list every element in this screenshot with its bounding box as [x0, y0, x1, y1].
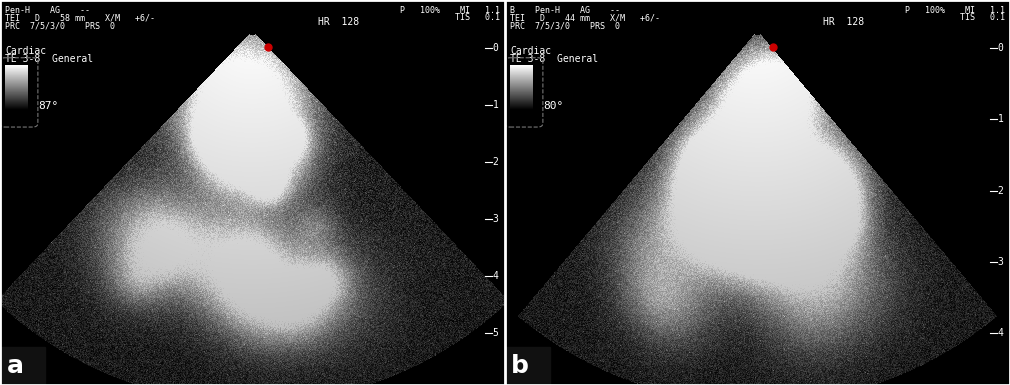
Text: 0: 0 — [493, 43, 498, 53]
Text: 1: 1 — [998, 114, 1003, 124]
Text: 0: 0 — [998, 43, 1003, 53]
Text: Pen-H    AG    --: Pen-H AG -- — [5, 6, 90, 15]
Text: TEI   D    58 mm    X/M   +6/-: TEI D 58 mm X/M +6/- — [5, 13, 156, 22]
Text: 3: 3 — [998, 257, 1003, 267]
Text: 2: 2 — [998, 186, 1003, 196]
Text: b: b — [511, 354, 529, 378]
Text: HR  128: HR 128 — [318, 17, 360, 27]
Text: P   100%    MI   1.1: P 100% MI 1.1 — [400, 6, 500, 15]
Bar — [0, 346, 45, 385]
Text: 1: 1 — [493, 100, 498, 110]
Text: 3: 3 — [493, 214, 498, 224]
Bar — [505, 346, 550, 385]
Text: TE 3-8  General: TE 3-8 General — [510, 54, 598, 64]
Text: TIS   0.1: TIS 0.1 — [960, 13, 1005, 22]
Text: Cardiac: Cardiac — [5, 46, 46, 56]
Text: Cardiac: Cardiac — [510, 46, 551, 56]
Text: TEI   D    44 mm    X/M   +6/-: TEI D 44 mm X/M +6/- — [510, 13, 661, 22]
Text: 80°: 80° — [543, 101, 564, 111]
Text: PRC  7/5/3/0    PRS  0: PRC 7/5/3/0 PRS 0 — [5, 21, 115, 30]
Text: 4: 4 — [998, 328, 1003, 338]
Text: P   100%    MI   1.1: P 100% MI 1.1 — [905, 6, 1005, 15]
Text: 2: 2 — [493, 157, 498, 167]
Text: TE 3-8  General: TE 3-8 General — [5, 54, 93, 64]
Text: TIS   0.1: TIS 0.1 — [454, 13, 500, 22]
Text: 5: 5 — [493, 328, 498, 338]
Text: HR  128: HR 128 — [823, 17, 865, 27]
Text: PRC  7/5/3/0    PRS  0: PRC 7/5/3/0 PRS 0 — [510, 21, 620, 30]
Text: a: a — [7, 354, 23, 378]
Text: 87°: 87° — [38, 101, 59, 111]
Text: B    Pen-H    AG    --: B Pen-H AG -- — [510, 6, 620, 15]
Text: 4: 4 — [493, 271, 498, 281]
